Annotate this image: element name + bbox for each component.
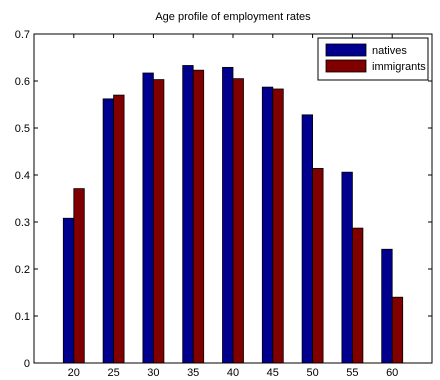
y-tick-label: 0.5 (15, 123, 30, 135)
x-tick-label: 20 (68, 367, 80, 379)
bar-immigrants-20 (73, 188, 85, 364)
x-tick-label: 45 (267, 367, 279, 379)
bar-immigrants-30 (152, 79, 165, 364)
bar-immigrants-50 (312, 168, 324, 364)
bar-immigrants-45 (272, 88, 284, 364)
x-tick-label: 30 (147, 367, 159, 379)
bar-natives-25 (102, 98, 114, 364)
bar-natives-20 (62, 217, 75, 364)
axes-group: 0 0.1 0.2 0.3 0.4 0.5 0.6 0.7 20 25 30 35 40 45 50 55 60 (15, 29, 433, 379)
y-tick-label: 0.6 (15, 76, 30, 88)
x-tick-label: 25 (107, 367, 119, 379)
x-tick-label: 50 (306, 367, 318, 379)
legend-label-immigrants: immigrants (372, 61, 426, 73)
bar-natives-50 (301, 114, 314, 364)
legend-swatch-immigrants (325, 59, 367, 73)
bar-immigrants-35 (192, 69, 205, 364)
bars-group (62, 65, 404, 364)
bar-natives-35 (182, 65, 194, 364)
legend-swatch-natives (325, 43, 367, 57)
y-tick-label: 0 (24, 358, 30, 370)
bar-natives-45 (261, 86, 274, 364)
x-tick-label: 55 (346, 367, 358, 379)
legend: natives immigrants (317, 37, 429, 81)
y-tick-label: 0.7 (15, 29, 30, 41)
bar-immigrants-25 (113, 94, 125, 364)
x-tick-label: 35 (187, 367, 199, 379)
y-tick-label: 0.4 (15, 170, 30, 182)
y-tick-label: 0.1 (15, 311, 30, 323)
x-tick-label: 40 (227, 367, 239, 379)
bar-natives-40 (222, 66, 234, 364)
y-tick-label: 0.2 (15, 264, 30, 276)
bar-immigrants-40 (232, 78, 244, 364)
bar-immigrants-55 (351, 227, 364, 364)
bar-natives-30 (142, 72, 154, 364)
chart-title: Age profile of employment rates (155, 11, 311, 23)
x-tick-label: 60 (386, 367, 398, 379)
bar-natives-55 (341, 171, 353, 364)
y-tick-label: 0.3 (15, 217, 30, 229)
bar-natives-60 (381, 248, 393, 364)
bar-immigrants-60 (391, 296, 404, 364)
legend-label-natives: natives (372, 45, 407, 57)
